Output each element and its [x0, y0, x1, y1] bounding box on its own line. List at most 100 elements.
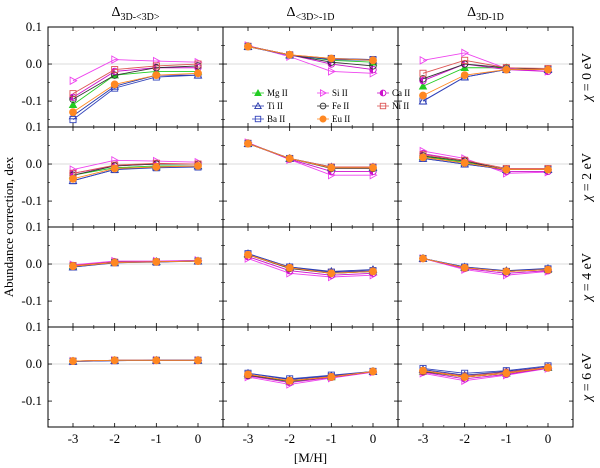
x-tick-label: -1: [326, 431, 337, 446]
data-point: [460, 373, 469, 381]
legend-entry: Fe II: [317, 101, 349, 111]
data-point: [419, 153, 427, 162]
legend-label: Ti II: [267, 101, 283, 111]
data-point: [69, 357, 77, 365]
data-point: [327, 269, 336, 278]
data-point: [369, 267, 377, 276]
series-line: [422, 63, 549, 82]
panel-r2-c0: [48, 255, 223, 271]
series-eu-ii: [69, 161, 202, 183]
series-ni-ii: [69, 60, 202, 98]
series-eu-ii: [419, 153, 552, 174]
series-eu-ii: [69, 356, 202, 365]
series-line: [247, 370, 374, 380]
panel-r1-c1: [223, 138, 398, 180]
legend-marker: [379, 89, 387, 97]
legend-label: Si II: [332, 88, 348, 98]
legend-marker: [254, 115, 262, 123]
legend-label: Ba II: [267, 114, 285, 124]
panel-r1-c0: [48, 155, 223, 185]
series-line: [422, 366, 549, 377]
data-point: [369, 56, 377, 65]
row-label: χ = 6 eV: [580, 353, 595, 403]
series-line: [72, 59, 199, 82]
legend: Mg II Si II Ca II Ti II Fe II Ni II Ba II Eu II: [252, 88, 410, 124]
data-point: [110, 164, 119, 173]
x-tick-label: -2: [109, 431, 120, 446]
series-ni-ii: [419, 56, 552, 77]
legend-marker: [379, 102, 387, 110]
data-point: [461, 48, 470, 58]
series-line: [72, 67, 198, 98]
data-point: [460, 159, 469, 167]
legend-entry: Ti II: [252, 101, 283, 111]
series-line: [422, 366, 549, 376]
y-tick-label: -0.1: [21, 393, 42, 408]
data-point: [285, 154, 294, 163]
data-point: [110, 356, 119, 365]
series-eu-ii: [419, 65, 552, 100]
data-point: [419, 55, 428, 65]
series-ba-ii: [244, 250, 377, 276]
series-line: [247, 253, 374, 273]
data-point: [369, 163, 377, 172]
panel-r0-c0: [48, 55, 223, 124]
series-line: [72, 260, 199, 267]
data-point: [460, 263, 469, 272]
data-point: [369, 65, 377, 74]
data-point: [244, 370, 252, 379]
data-point: [544, 65, 552, 74]
data-point: [152, 163, 161, 171]
data-point: [419, 77, 427, 85]
series-ti-ii: [68, 70, 203, 120]
data-point: [194, 161, 202, 170]
series-line: [422, 156, 548, 171]
row-label: χ = 0 eV: [580, 53, 595, 103]
row-label: χ = 2 eV: [580, 153, 595, 203]
panel-r0-c2: [398, 48, 573, 105]
y-tick-label: -0.1: [21, 93, 42, 108]
series-mg-ii: [243, 41, 378, 66]
series-line: [422, 155, 548, 171]
panel-r3-c1: [223, 363, 398, 389]
legend-entry: Ba II: [252, 114, 285, 124]
legend-marker: [319, 102, 327, 110]
series-eu-ii: [244, 367, 377, 385]
x-tick-label: -3: [68, 431, 79, 446]
data-point: [110, 258, 119, 267]
series-line: [247, 371, 374, 385]
series-si-ii: [419, 48, 553, 76]
series-mg-ii: [243, 367, 378, 386]
x-axis-label: [M/H]: [294, 450, 327, 465]
data-point: [194, 257, 202, 265]
series-line: [422, 154, 548, 169]
y-tick-label: 0.1: [26, 219, 42, 234]
data-point: [194, 356, 202, 365]
data-point: [502, 267, 511, 276]
panel-r2-c2: [398, 253, 573, 280]
x-tick-label: 0: [370, 431, 377, 446]
legend-label: Ni II: [392, 101, 409, 111]
series-line: [72, 72, 199, 113]
series-ca-ii: [244, 252, 377, 279]
y-tick-label: 0.1: [26, 19, 42, 34]
data-point: [544, 363, 552, 372]
series-line: [72, 74, 199, 120]
legend-marker: [254, 101, 262, 110]
y-tick-label: 0.0: [26, 56, 42, 71]
data-point: [544, 265, 552, 274]
data-point: [69, 90, 77, 98]
data-point: [327, 163, 336, 172]
legend-label: Fe II: [332, 101, 349, 111]
legend-marker: [319, 115, 327, 123]
data-point: [152, 71, 161, 80]
data-point: [69, 116, 77, 124]
x-tick-label: 0: [195, 431, 202, 446]
series-line: [422, 258, 549, 272]
data-point: [111, 66, 119, 74]
series-line: [247, 45, 374, 67]
series-line: [72, 70, 198, 106]
data-point: [69, 95, 77, 103]
data-point: [69, 76, 78, 86]
